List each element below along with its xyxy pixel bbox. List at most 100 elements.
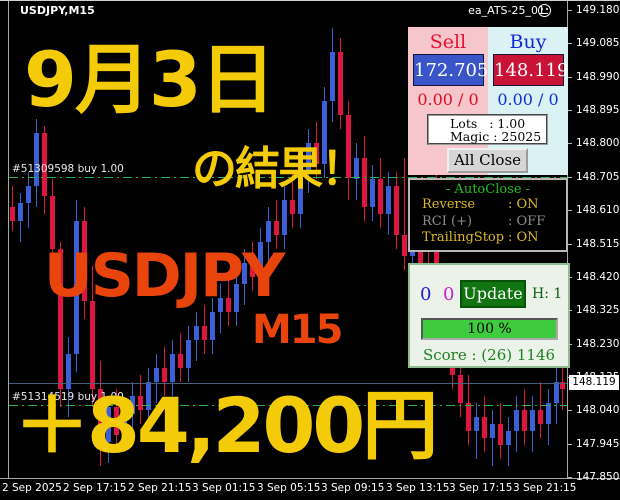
price-axis-tick (568, 176, 572, 178)
candle-body (298, 171, 303, 214)
price-axis-label: 148.800 (576, 137, 620, 150)
candle-body (178, 354, 183, 369)
all-close-button[interactable]: All Close (447, 148, 528, 173)
magic-row: Magic : 25025 (429, 130, 546, 143)
smiley-eye (541, 8, 543, 10)
price-axis-tick (568, 10, 572, 11)
candle-body (560, 382, 565, 390)
ea-smiley-icon[interactable] (538, 4, 551, 17)
autoclose-row-reverse: Reverse : ON (410, 197, 566, 214)
time-axis-separator (0, 478, 620, 479)
magic-label: Magic (450, 129, 490, 144)
candle-wick (540, 382, 541, 439)
ea-name-label: ea_ATS-25_01 (468, 4, 545, 17)
candle-body (202, 326, 207, 340)
candle-body (162, 368, 167, 383)
window-border-top (0, 0, 620, 1)
price-axis-label: 148.610 (576, 204, 620, 217)
score-label: Score : (26) 1146 (422, 346, 556, 364)
sell-price-button[interactable]: 172.705 (413, 54, 488, 86)
trade-panel: Sell Buy 172.705 148.119 0.00 / 0 0.00 /… (408, 27, 568, 175)
price-axis-label: 148.040 (576, 404, 620, 417)
candle-body (226, 297, 231, 312)
candle-body (306, 143, 311, 172)
progress-bar: 100 % (421, 318, 558, 340)
candle-body (330, 52, 335, 102)
reverse-value: : ON (508, 197, 539, 212)
candle-body (474, 417, 479, 432)
price-axis-tick (568, 243, 572, 245)
order-line (9, 176, 567, 178)
price-axis-label: 149.180 (576, 4, 620, 16)
count-magenta: 0 (443, 284, 455, 305)
price-axis-label: 147.945 (576, 437, 620, 450)
price-axis-label: 149.085 (576, 37, 620, 50)
candle-body (98, 389, 103, 442)
candle-body (290, 199, 295, 214)
chart-border-left (8, 1, 9, 478)
candle-body (498, 424, 503, 446)
price-axis-label: 147.850 (576, 471, 620, 483)
candle-body (234, 283, 239, 312)
candle-body (530, 410, 535, 432)
candle-body (322, 101, 327, 165)
candle-body (554, 382, 559, 404)
price-axis-tick (568, 410, 572, 412)
candle-body (146, 382, 151, 411)
sell-stats: 0.00 / 0 (417, 90, 479, 109)
candle-body (170, 354, 175, 383)
candle-body (42, 132, 47, 197)
lots-value: : 1.00 (489, 116, 526, 131)
candle-body (386, 185, 391, 214)
trailingstop-value: : ON (508, 230, 539, 245)
candle-body (402, 234, 407, 256)
date-axis-label: 3 Sep 01:15 (192, 482, 256, 494)
candle-wick (492, 410, 493, 467)
candle-body (538, 410, 543, 425)
candle-body (194, 326, 199, 340)
candle-body (314, 143, 319, 165)
current-price-line (9, 382, 567, 384)
autoclose-panel: - AutoClose - Reverse : ON RCI (+) : OFF… (408, 178, 568, 252)
order-label: #51309598 buy 1.00 (12, 163, 124, 175)
candle-body (130, 396, 135, 414)
magic-value: : 25025 (493, 129, 542, 144)
candle-body (34, 132, 39, 186)
price-axis-label: 148.230 (576, 337, 620, 350)
order-line (9, 405, 567, 406)
h-count-label: H: 1 (532, 286, 563, 302)
buy-price-button[interactable]: 148.119 (493, 54, 568, 86)
lots-row: Lots : 1.00 (429, 117, 546, 130)
candle-wick (412, 227, 413, 284)
update-button[interactable]: Update (460, 280, 526, 308)
autoclose-row-rci: RCI (+) : OFF (410, 214, 566, 231)
candle-body (26, 185, 31, 204)
date-axis-label: 3 Sep 21:15 (513, 482, 577, 494)
price-axis-tick (568, 143, 572, 145)
current-price-badge: 148.119 (569, 375, 619, 390)
candle-body (258, 241, 263, 277)
candle-body (482, 417, 487, 439)
rci-label: RCI (+) (422, 213, 473, 229)
candle-body (338, 52, 343, 116)
candle-wick (476, 403, 477, 460)
date-axis-label: 2 Sep 2025 (2, 482, 62, 494)
price-axis-tick (568, 43, 572, 45)
candle-body (514, 410, 519, 432)
candle-body (346, 115, 351, 179)
date-axis-label: 3 Sep 09:15 (321, 482, 385, 494)
candle-body (138, 396, 143, 411)
candle-body (50, 196, 55, 249)
candle-body (266, 220, 271, 242)
candle-body (458, 375, 463, 404)
chart-area[interactable]: #51309598 buy 1.00 #51314519 buy 1.00 (0, 0, 567, 478)
candle-body (74, 220, 79, 355)
date-axis-label: 3 Sep 17:15 (449, 482, 513, 494)
date-axis-label: 2 Sep 17:15 (63, 482, 127, 494)
candle-body (282, 199, 287, 235)
candle-body (370, 178, 375, 207)
order-label: #51314519 buy 1.00 (12, 391, 124, 403)
count-blue: 0 (420, 284, 432, 305)
candle-body (186, 340, 191, 369)
price-axis-label: 148.895 (576, 104, 620, 117)
